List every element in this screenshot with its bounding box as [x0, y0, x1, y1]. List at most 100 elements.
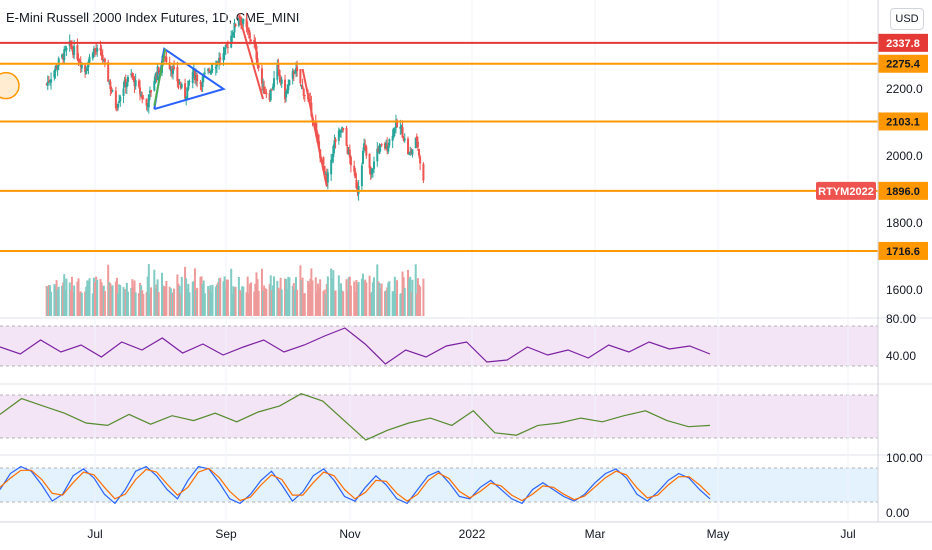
candle-body: [119, 96, 122, 102]
volume-bar: [77, 278, 80, 316]
volume-bar: [415, 293, 418, 316]
level-value: 1896.0: [886, 186, 920, 198]
volume-bar: [191, 281, 194, 316]
candle-body: [407, 138, 410, 155]
volume-bar: [347, 277, 350, 316]
candle-body: [180, 84, 183, 88]
candle-body: [383, 143, 386, 149]
candle-body: [177, 80, 180, 84]
candle-body: [340, 131, 343, 133]
candle-body: [72, 49, 75, 55]
volume-bar: [333, 291, 336, 316]
candle-body: [45, 83, 48, 85]
level-tag: [878, 54, 928, 73]
candle-body: [269, 90, 272, 101]
volume-bar: [279, 277, 282, 316]
volume-bar: [242, 286, 245, 316]
volume-bar: [260, 268, 263, 316]
volume-bar: [418, 284, 421, 316]
volume-bar: [184, 266, 187, 316]
candle-body: [64, 48, 67, 50]
indicator-panels: [0, 317, 932, 503]
volume-bar: [64, 289, 67, 316]
volume-bar: [324, 293, 327, 316]
volume-bar: [200, 276, 203, 316]
volume-bar: [177, 283, 180, 316]
candle-body: [48, 80, 51, 82]
volume-bar: [173, 288, 176, 316]
candle-body: [345, 128, 348, 146]
candle-body: [379, 144, 382, 146]
volume-bar: [356, 284, 359, 316]
volume-bar: [383, 291, 386, 316]
volume-bar: [293, 289, 296, 316]
candle-body: [278, 69, 281, 77]
volume-bar: [285, 279, 288, 316]
candle-body: [225, 43, 228, 46]
candle-body: [378, 145, 381, 154]
volume-bar: [85, 286, 88, 316]
volume-bar: [287, 276, 290, 316]
candle-body: [334, 139, 337, 142]
volume-bar: [416, 278, 419, 316]
volume-bar: [150, 287, 153, 316]
level-value: 2103.1: [886, 116, 920, 128]
volume-bar: [45, 286, 48, 316]
candle-body: [331, 157, 334, 162]
indicators: [0, 327, 711, 505]
candle-body: [356, 187, 359, 193]
drawings: [0, 15, 328, 187]
candle-body: [99, 48, 102, 51]
candle-body: [217, 61, 220, 64]
candle-body: [415, 136, 418, 141]
volume-bar: [393, 276, 396, 316]
volume-bar: [318, 287, 321, 316]
volume-bar: [340, 283, 343, 316]
volume-bar: [50, 291, 53, 316]
candle-body: [80, 64, 83, 69]
volume-bar: [53, 284, 56, 316]
candle-body: [69, 42, 72, 47]
candle-body: [315, 130, 318, 136]
volume-bar: [342, 291, 345, 316]
volume-bar: [230, 268, 233, 316]
volume-bar: [371, 282, 374, 316]
volume-bar: [161, 272, 163, 316]
volume-bar: [391, 291, 394, 316]
candle-body: [70, 45, 73, 50]
candle-body: [224, 44, 227, 49]
volume-bar: [322, 291, 325, 316]
candle-body: [115, 107, 118, 109]
candle-body: [254, 43, 257, 48]
volume-bar: [169, 288, 172, 316]
candle-body: [55, 66, 58, 69]
candle-body: [154, 74, 157, 83]
volume-bar: [380, 283, 383, 316]
horizontal-levels[interactable]: 2337.8 2275.4 2103.1 1896.0 1716.6 RTYM2022: [0, 33, 928, 260]
candle-body: [103, 58, 106, 63]
volume-bar: [341, 290, 344, 316]
candle-body: [77, 58, 80, 62]
up-arrow-line: [153, 48, 167, 106]
volume-bar: [108, 282, 111, 316]
candle-body: [419, 156, 422, 164]
candle-body: [124, 78, 127, 87]
volume-bar: [211, 284, 214, 316]
volume-bar: [368, 275, 371, 316]
candle-body: [255, 45, 258, 60]
candle-body: [200, 84, 203, 86]
volume-bar: [164, 286, 167, 316]
volume-bar: [385, 290, 388, 316]
volume-bar: [303, 293, 306, 316]
candle-body: [396, 120, 399, 128]
volume-bar: [146, 276, 149, 316]
candle-body: [63, 49, 66, 61]
candle-body: [171, 68, 174, 74]
volume-bar: [273, 276, 276, 316]
candle-body: [86, 68, 89, 71]
volume-bar: [114, 281, 117, 316]
currency-button[interactable]: USD: [890, 8, 924, 30]
volume-bar: [215, 284, 218, 316]
candle-body: [208, 70, 211, 72]
